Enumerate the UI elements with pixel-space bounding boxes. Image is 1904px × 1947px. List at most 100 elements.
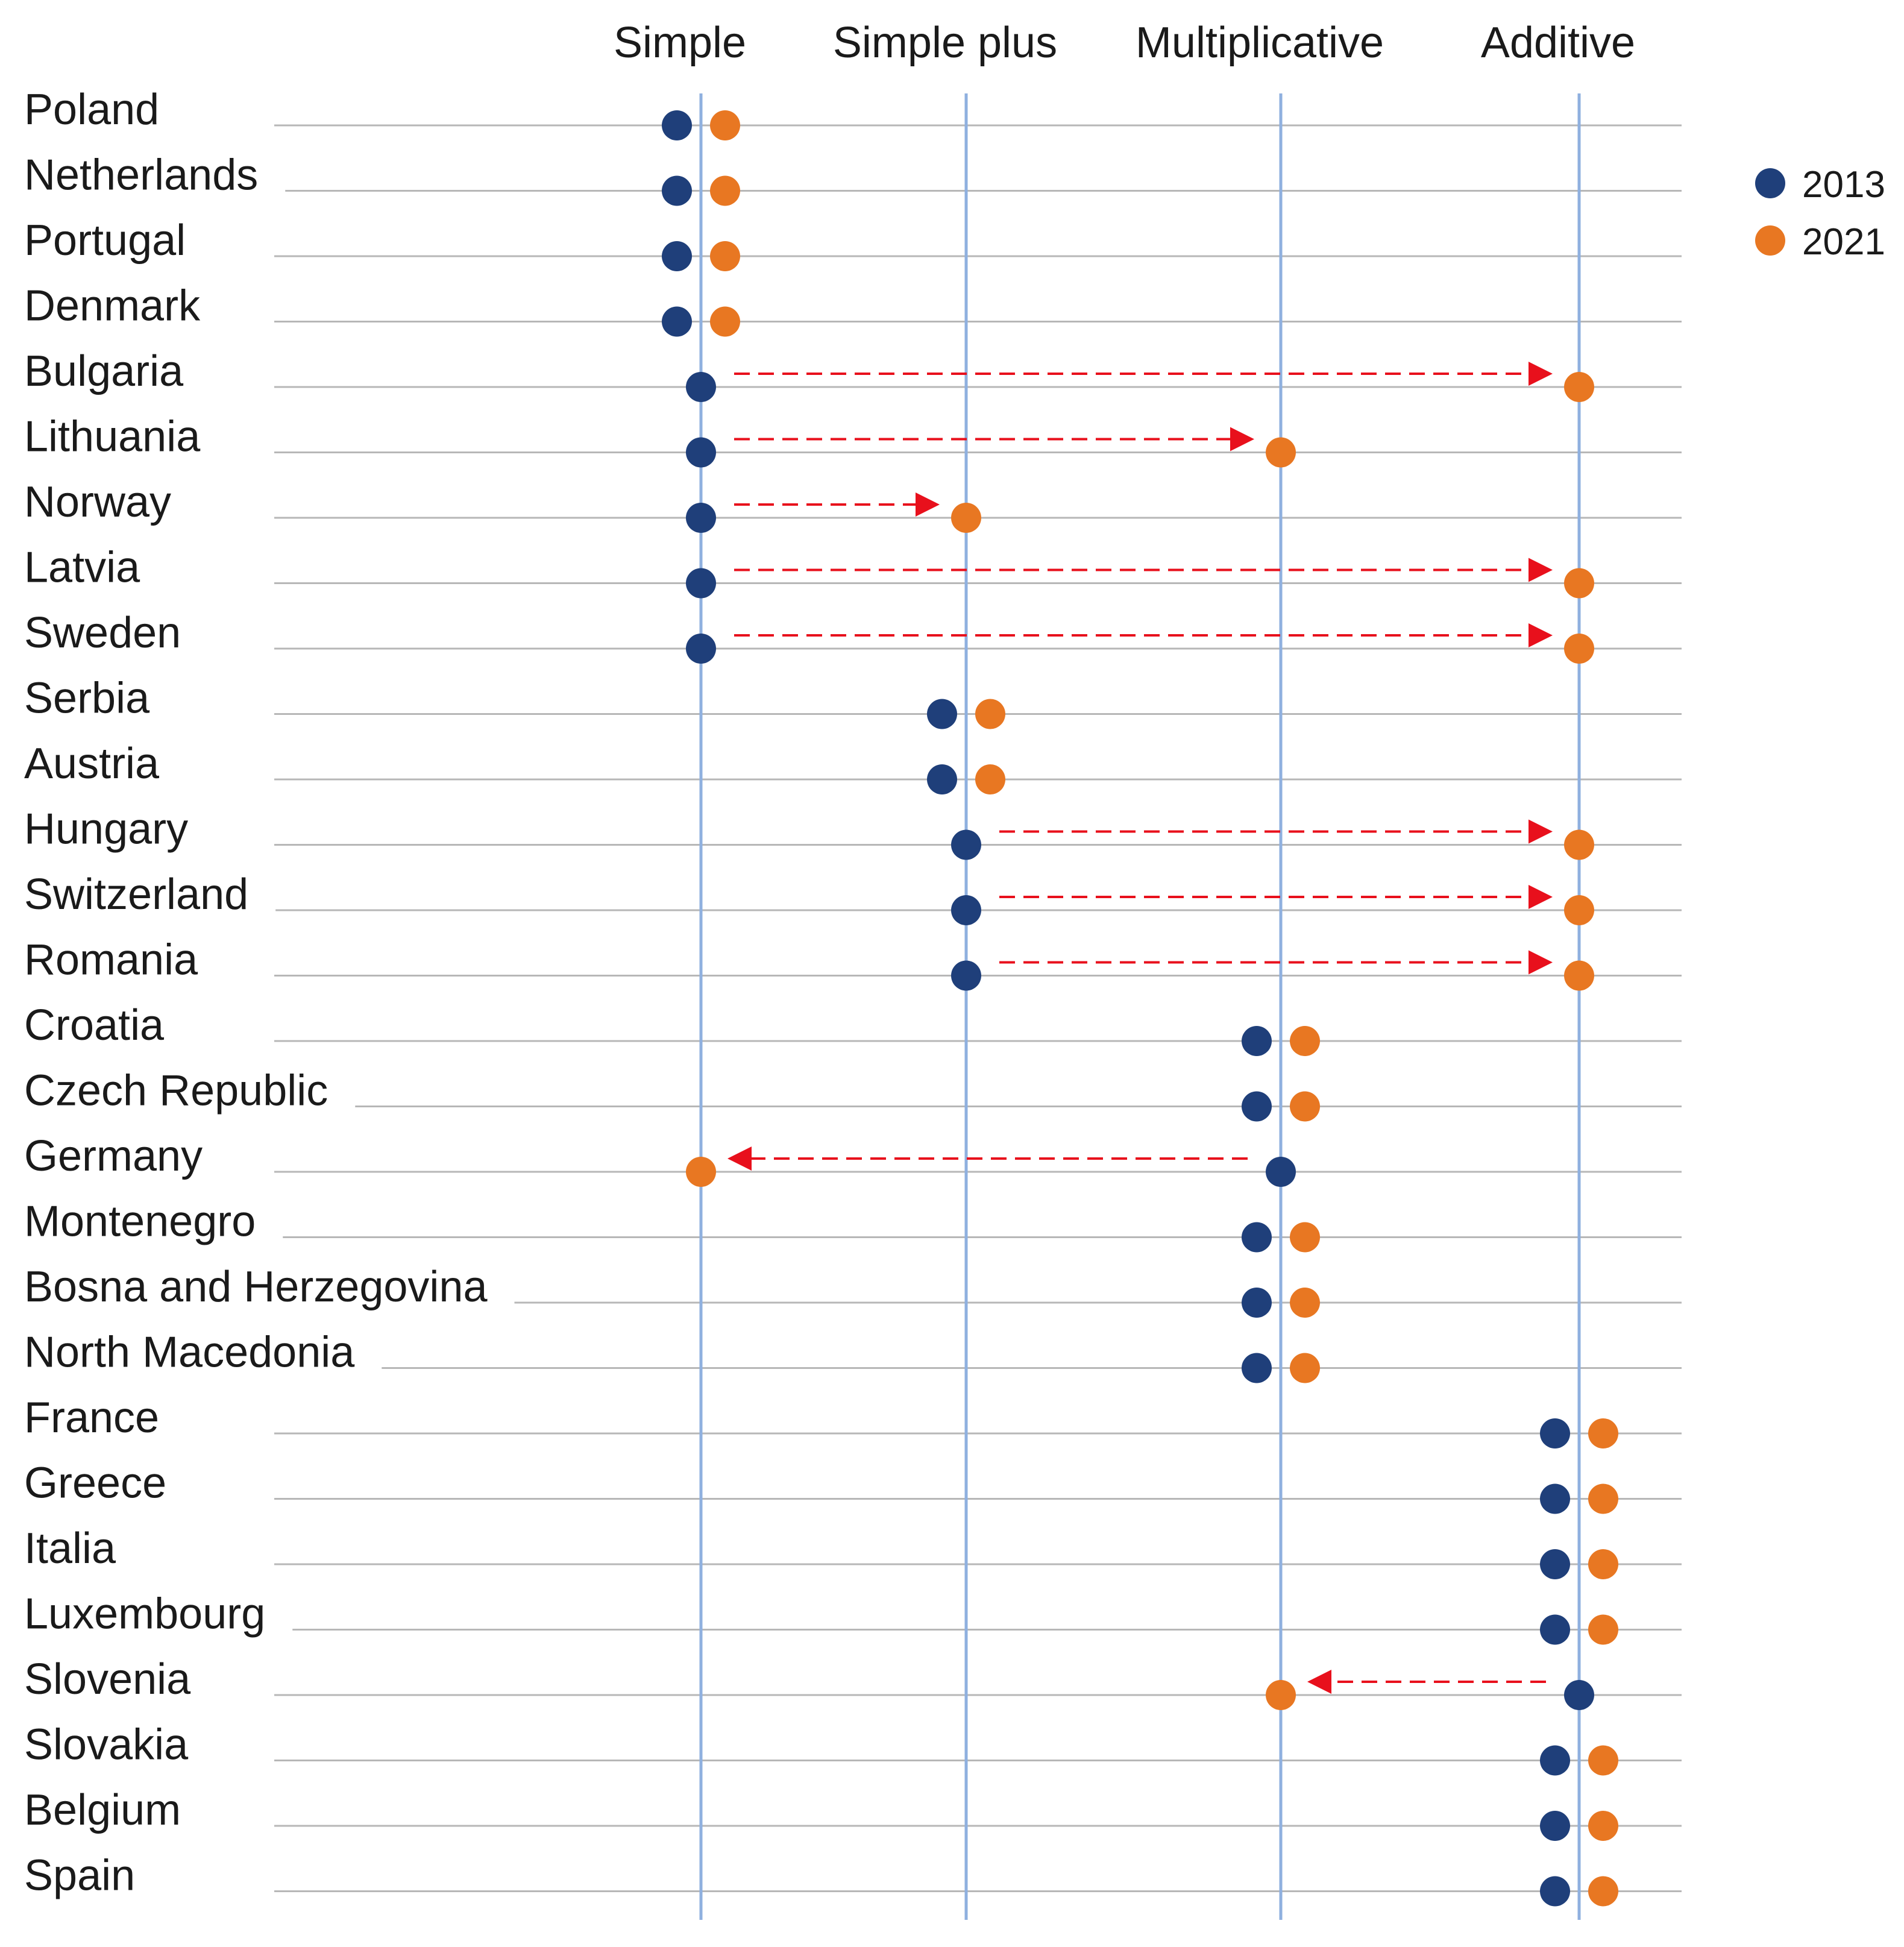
point-2021-germany (686, 1157, 716, 1187)
country-label-north-macedonia: North Macedonia (24, 1329, 355, 1377)
point-2021-bulgaria (1564, 372, 1594, 402)
country-label-bosna-and-herzegovina: Bosna and Herzegovina (24, 1263, 488, 1311)
legend: 2013 2021 (1755, 164, 1885, 263)
country-label-slovenia: Slovenia (24, 1655, 191, 1703)
point-2021-austria (975, 764, 1005, 794)
point-2013-montenegro (1242, 1222, 1272, 1253)
point-2013-portugal (662, 241, 692, 271)
country-label-czech-republic: Czech Republic (24, 1067, 328, 1115)
country-label-bulgaria: Bulgaria (24, 347, 184, 395)
country-label-croatia: Croatia (24, 1001, 165, 1049)
point-2013-switzerland (951, 895, 981, 925)
point-2013-hungary (951, 829, 981, 860)
point-2021-netherlands (710, 175, 740, 206)
change-arrows (727, 362, 1553, 1694)
point-2021-portugal (710, 241, 740, 271)
point-2013-germany (1266, 1157, 1296, 1187)
point-2021-spain (1588, 1876, 1618, 1907)
legend-label-2013: 2013 (1802, 164, 1885, 206)
point-2013-czech-republic (1242, 1091, 1272, 1122)
country-label-romania: Romania (24, 936, 198, 984)
point-2021-greece (1588, 1483, 1618, 1514)
point-2013-poland (662, 110, 692, 140)
category-label-multiplicative: Multiplicative (1136, 19, 1384, 67)
point-2013-slovakia (1540, 1745, 1570, 1776)
country-label-belgium: Belgium (24, 1786, 181, 1834)
country-label-spain: Spain (24, 1852, 135, 1900)
point-2013-france (1540, 1418, 1570, 1448)
point-2021-lithuania (1266, 437, 1296, 468)
point-2013-luxembourg (1540, 1614, 1570, 1645)
point-2021-switzerland (1564, 895, 1594, 925)
country-label-sweden: Sweden (24, 609, 181, 657)
row-gridlines (274, 124, 1682, 1892)
country-label-portugal: Portugal (24, 216, 186, 265)
point-2013-bosna-and-herzegovina (1242, 1288, 1272, 1318)
point-2021-sweden (1564, 634, 1594, 664)
legend-marker-2021 (1755, 225, 1785, 256)
point-2013-belgium (1540, 1811, 1570, 1841)
point-2021-serbia (975, 699, 1005, 729)
point-2021-bosna-and-herzegovina (1290, 1288, 1320, 1318)
point-2013-serbia (927, 699, 957, 729)
point-2013-norway (686, 503, 716, 533)
point-2013-bulgaria (686, 372, 716, 402)
country-label-latvia: Latvia (24, 544, 140, 592)
point-2021-croatia (1290, 1026, 1320, 1056)
country-label-luxembourg: Luxembourg (24, 1590, 265, 1638)
country-label-austria: Austria (24, 740, 160, 788)
legend-label-2021: 2021 (1802, 221, 1885, 263)
point-2013-italia (1540, 1549, 1570, 1579)
category-labels: Simple Simple plus Multiplicative Additive (614, 19, 1635, 67)
country-label-norway: Norway (24, 478, 171, 526)
category-lines (699, 93, 1581, 1920)
country-label-switzerland: Switzerland (24, 870, 248, 919)
point-2013-croatia (1242, 1026, 1272, 1056)
point-2013-slovenia (1564, 1680, 1594, 1710)
point-2021-slovakia (1588, 1745, 1618, 1776)
legend-marker-2013 (1755, 168, 1785, 198)
category-label-simple: Simple (614, 19, 746, 67)
point-2021-north-macedonia (1290, 1353, 1320, 1383)
country-label-france: France (24, 1394, 159, 1442)
country-label-hungary: Hungary (24, 805, 188, 854)
country-labels: Poland Netherlands Portugal Denmark Bulgaria… (24, 86, 488, 1900)
point-2013-sweden (686, 634, 716, 664)
point-2013-austria (927, 764, 957, 794)
point-2013-netherlands (662, 175, 692, 206)
point-2021-czech-republic (1290, 1091, 1320, 1122)
country-label-poland: Poland (24, 86, 159, 134)
point-2021-denmark (710, 306, 740, 337)
point-2013-romania (951, 960, 981, 991)
point-2013-denmark (662, 306, 692, 337)
country-label-serbia: Serbia (24, 675, 150, 723)
category-label-simple-plus: Simple plus (833, 19, 1057, 67)
point-2013-spain (1540, 1876, 1570, 1907)
country-label-denmark: Denmark (24, 282, 201, 330)
point-2021-hungary (1564, 829, 1594, 860)
point-2013-north-macedonia (1242, 1353, 1272, 1383)
point-2021-belgium (1588, 1811, 1618, 1841)
data-points (662, 110, 1618, 1907)
point-2021-romania (1564, 960, 1594, 991)
country-label-greece: Greece (24, 1459, 166, 1508)
point-2021-slovenia (1266, 1680, 1296, 1710)
point-2013-greece (1540, 1483, 1570, 1514)
country-label-germany: Germany (24, 1132, 203, 1180)
point-2021-poland (710, 110, 740, 140)
point-2013-latvia (686, 568, 716, 599)
point-2021-norway (951, 503, 981, 533)
country-label-netherlands: Netherlands (24, 151, 258, 200)
point-2021-france (1588, 1418, 1618, 1448)
point-2021-montenegro (1290, 1222, 1320, 1253)
point-2021-luxembourg (1588, 1614, 1618, 1645)
country-label-lithuania: Lithuania (24, 413, 201, 461)
category-label-additive: Additive (1481, 19, 1635, 67)
point-2021-italia (1588, 1549, 1618, 1579)
country-label-italia: Italia (24, 1524, 116, 1573)
point-2021-latvia (1564, 568, 1594, 599)
point-2013-lithuania (686, 437, 716, 468)
country-label-slovakia: Slovakia (24, 1721, 189, 1769)
country-label-montenegro: Montenegro (24, 1198, 256, 1246)
